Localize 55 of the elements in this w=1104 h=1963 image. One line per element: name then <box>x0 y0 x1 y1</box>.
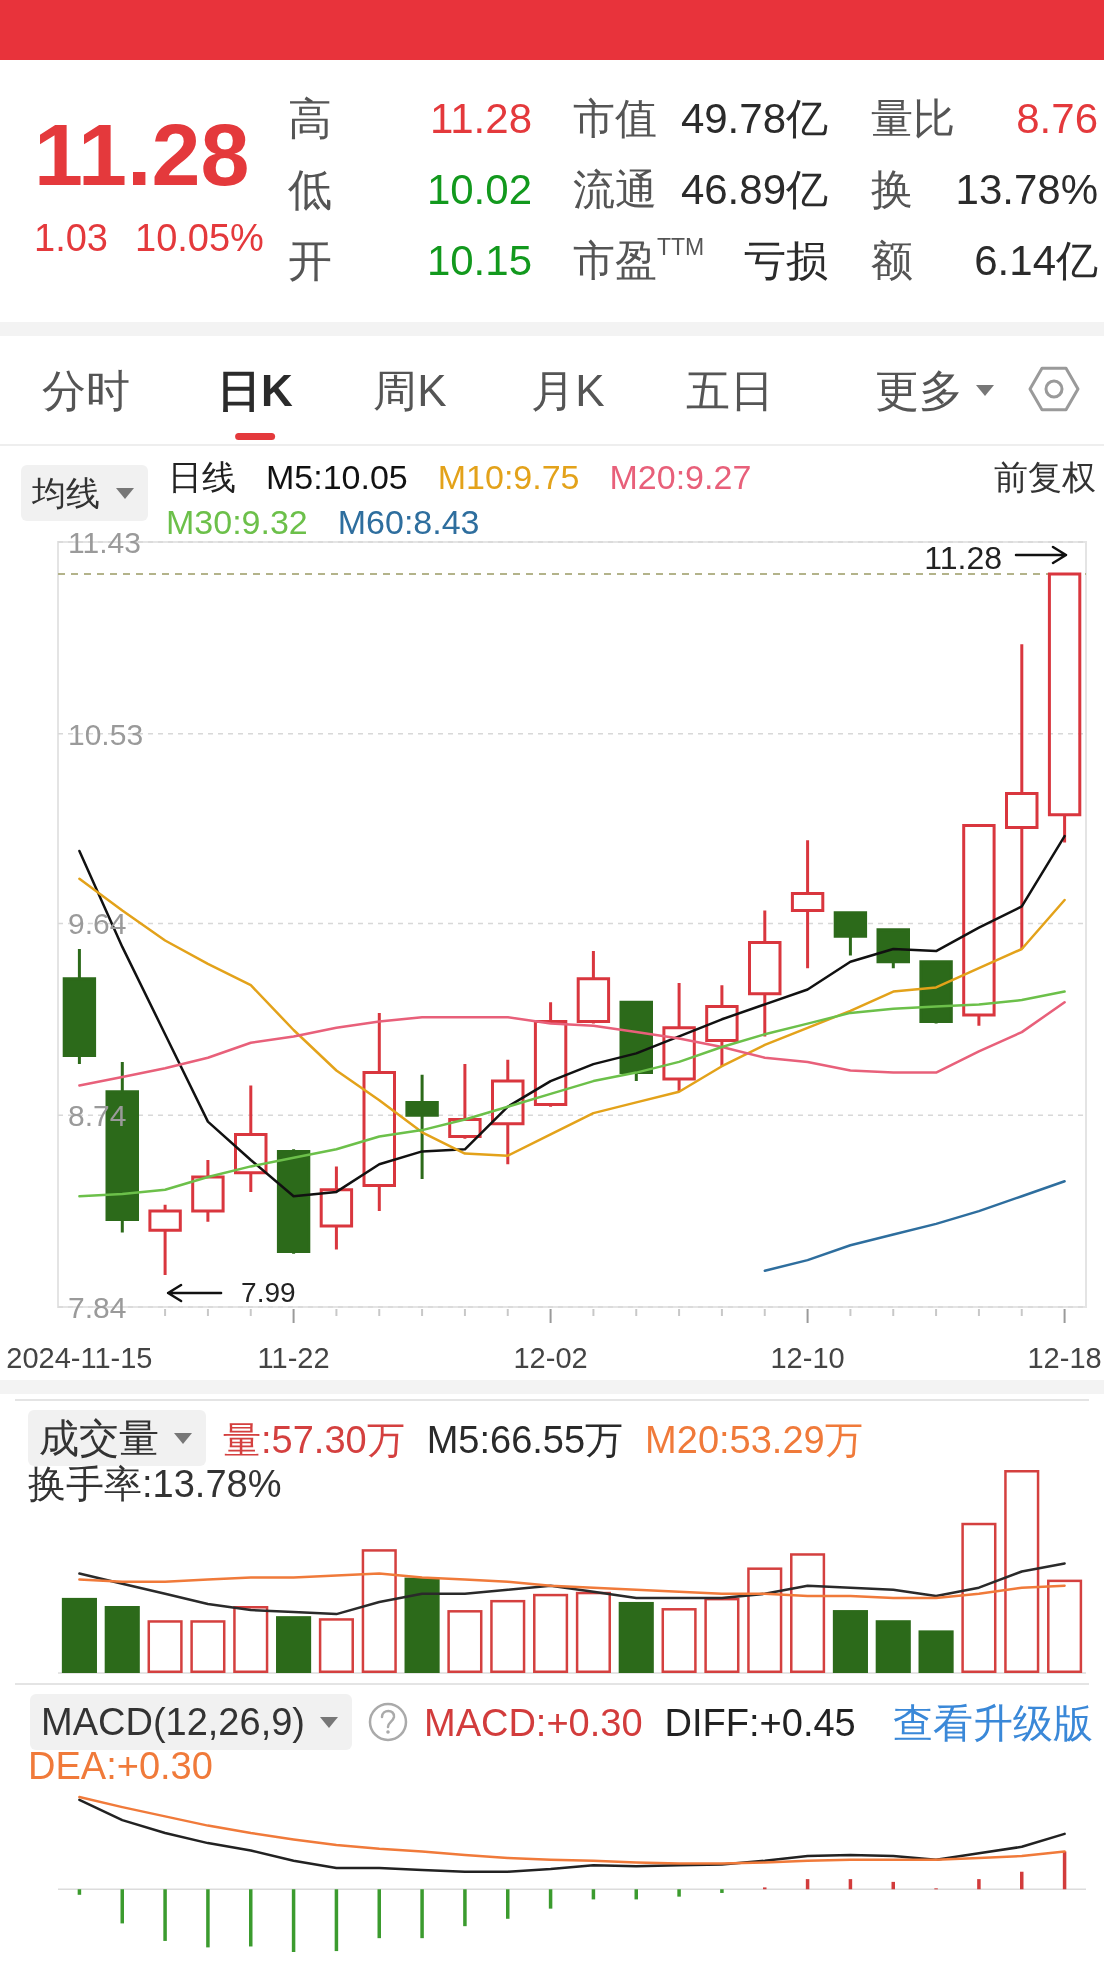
text: M5:66.55万 <box>426 1419 624 1461</box>
text: 11.28 <box>34 104 250 204</box>
text: 周K <box>373 365 447 415</box>
text: 高 <box>288 93 332 143</box>
text: M60:8.43 <box>337 503 480 541</box>
text: 额 <box>871 236 913 284</box>
text: 46.89亿 <box>680 165 828 213</box>
chart-subtitle: 日线 <box>168 458 236 496</box>
chart-title: 成交量 <box>39 1416 159 1460</box>
annotation: 换手率:13.78% <box>28 1463 282 1505</box>
text: 10.15 <box>426 236 532 284</box>
text: 1.03 <box>34 217 108 259</box>
text: 五日 <box>686 365 774 415</box>
text: DIFF:+0.45 <box>664 1702 856 1744</box>
text: MACD:+0.30 <box>423 1702 643 1744</box>
text: 量比 <box>871 94 955 142</box>
text: 前复权 <box>994 458 1096 496</box>
text: 13.78% <box>955 165 1098 213</box>
chart-title: MACD(12,26,9) <box>41 1701 305 1743</box>
text: 月K <box>531 365 605 415</box>
text: 查看升级版 <box>893 1701 1093 1745</box>
text: 市盈$^{TTM}$ <box>573 234 705 284</box>
text: 49.78亿 <box>680 94 828 142</box>
series-label: DEA:+0.30 <box>28 1745 213 1787</box>
text: 流通 <box>573 165 657 213</box>
text: 11.28 <box>430 94 532 142</box>
text: 日K <box>217 365 294 415</box>
text: 换 <box>871 165 913 213</box>
text: 分时 <box>42 365 130 415</box>
x-tick-label: 12-10 <box>770 1342 845 1374</box>
text: M20:53.29万 <box>645 1419 863 1461</box>
ref-line-label: 11.28 <box>924 539 1002 576</box>
x-tick-label: 12-02 <box>513 1342 588 1374</box>
text: 10.05% <box>135 217 264 259</box>
chart-title: 均线 <box>31 474 100 512</box>
text: M10:9.75 <box>437 458 580 496</box>
annotation: 7.99 <box>241 1276 296 1308</box>
text: M30:9.32 <box>166 503 308 541</box>
text: M5:10.05 <box>266 458 408 496</box>
x-tick-label: 12-18 <box>1027 1342 1102 1374</box>
text: 市值 <box>573 94 657 142</box>
text: 量:57.30万 <box>223 1419 405 1461</box>
y-tick-label: 10.53 <box>68 717 144 751</box>
y-tick-label: 7.84 <box>68 1290 127 1324</box>
text: 10.02 <box>426 165 532 213</box>
text: 亏损 <box>744 236 828 284</box>
text: 8.76 <box>1016 94 1098 142</box>
text: M20:9.27 <box>609 458 752 496</box>
x-tick-label: 11-22 <box>257 1342 330 1374</box>
text: 低 <box>288 164 332 214</box>
text: 开 <box>288 235 332 285</box>
text: 更多 <box>875 365 963 415</box>
text: 6.14亿 <box>974 236 1098 284</box>
x-tick-label: 2024-11-15 <box>6 1342 153 1374</box>
y-tick-label: 11.43 <box>68 525 141 559</box>
